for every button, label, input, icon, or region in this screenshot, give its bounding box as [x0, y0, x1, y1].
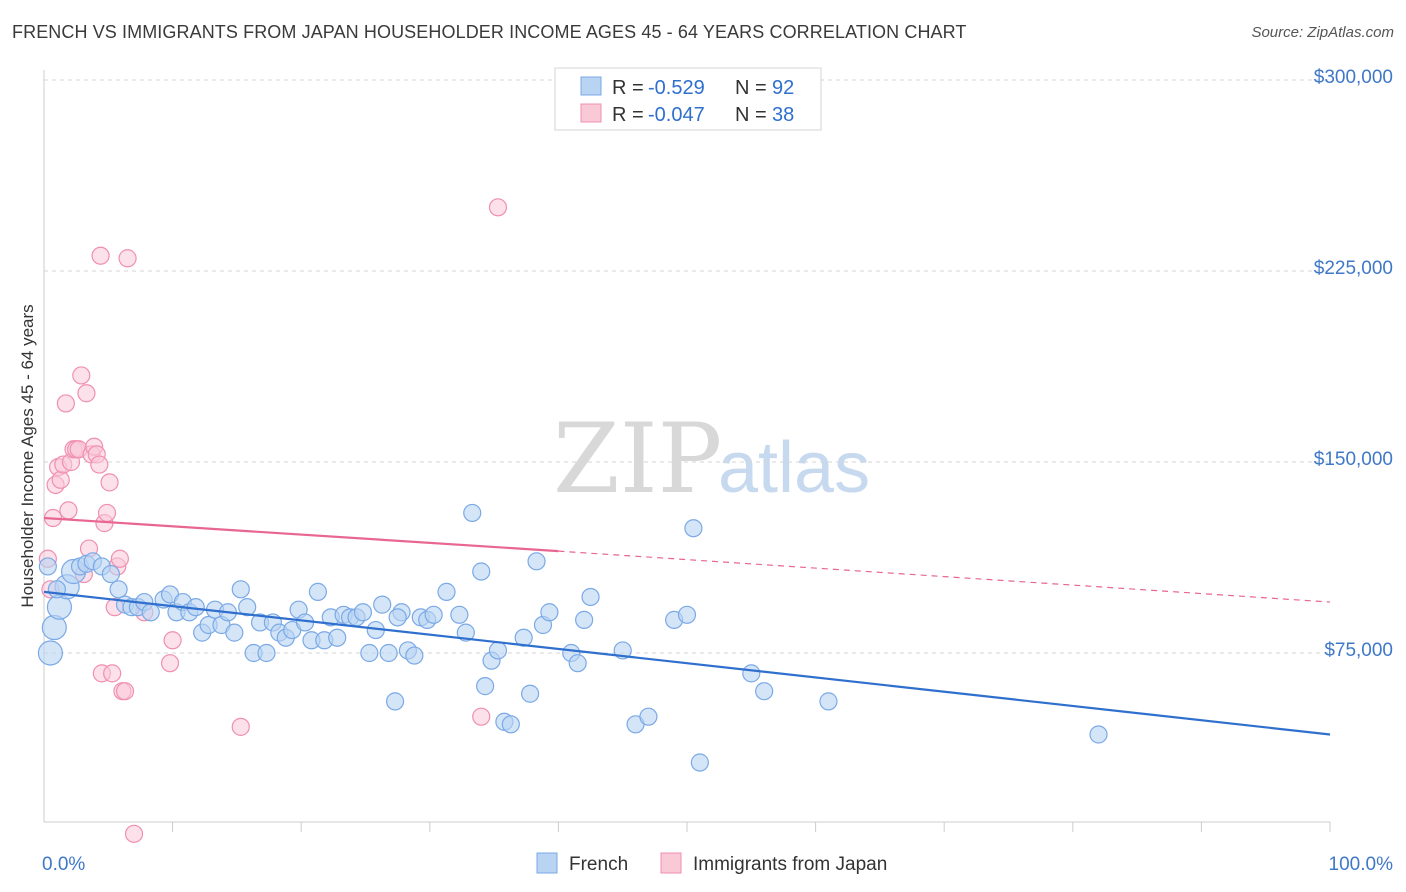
point-french: [437, 582, 456, 601]
point-french: [360, 643, 379, 663]
point-french: [388, 608, 407, 627]
series-legend: French Immigrants from Japan: [536, 852, 887, 875]
point-french: [385, 692, 405, 711]
point-french: [514, 628, 533, 647]
point-french: [353, 603, 373, 622]
gridlines: [44, 79, 1330, 654]
point-french: [639, 707, 658, 726]
point-japan: [118, 249, 137, 268]
point-french: [684, 519, 703, 538]
trend-line-japan-extension: [558, 550, 1331, 603]
trend-line-french: [43, 590, 1331, 736]
source-label: Source: ZipAtlas.com: [1251, 24, 1394, 41]
point-french: [141, 603, 160, 622]
point-french: [37, 640, 64, 666]
point-french: [379, 643, 398, 663]
point-japan: [160, 654, 180, 673]
point-japan: [56, 394, 75, 413]
correlation-legend: R = -0.529 N = 92 R = -0.047 N = 38: [554, 67, 822, 131]
point-french: [488, 641, 508, 660]
point-french: [405, 646, 424, 665]
point-french: [690, 753, 709, 772]
point-french: [1089, 725, 1108, 744]
watermark-atlas: atlas: [718, 428, 870, 508]
legend-r-label-french: R =: [612, 77, 644, 99]
y-tick-labels: $75,000 $150,000 $225,000 $300,000: [1314, 67, 1393, 661]
point-japan: [472, 707, 491, 726]
point-french: [755, 682, 774, 701]
point-french: [101, 564, 120, 584]
point-french: [257, 643, 276, 663]
series-japan-points: [38, 198, 508, 843]
point-japan: [59, 501, 78, 520]
point-french: [475, 677, 495, 696]
point-japan: [231, 717, 250, 736]
point-french: [38, 557, 57, 576]
point-french: [575, 610, 594, 629]
legend-n-value-japan: 38: [772, 104, 794, 126]
legend-r-value-french: -0.529: [648, 77, 705, 99]
legend-r-label-japan: R =: [612, 104, 644, 126]
point-french: [225, 623, 244, 642]
point-french: [456, 623, 475, 642]
legend-swatch-japan: [580, 103, 602, 123]
point-french: [238, 598, 257, 617]
point-japan: [488, 198, 508, 217]
point-japan: [124, 824, 144, 843]
point-japan: [100, 473, 119, 492]
x-tick-marks: [172, 822, 1331, 832]
bottom-legend-swatch-japan: [660, 852, 682, 874]
point-french: [308, 582, 328, 601]
x-tick-label-max: 100.0%: [1329, 854, 1394, 875]
point-japan: [51, 470, 70, 489]
series-french-points: [37, 503, 1108, 772]
point-french: [373, 595, 392, 614]
trend-lines: [43, 516, 1331, 736]
y-tick-label-225000: $225,000: [1314, 258, 1393, 279]
point-french: [463, 503, 482, 523]
bottom-legend-label-japan: Immigrants from Japan: [693, 854, 887, 875]
point-japan: [97, 503, 117, 523]
point-japan: [163, 631, 182, 650]
point-french: [109, 580, 128, 599]
legend-n-label-french: N =: [735, 77, 767, 99]
point-french: [819, 692, 838, 711]
point-japan: [90, 455, 109, 474]
point-french: [568, 654, 587, 673]
point-french: [47, 580, 66, 599]
y-tick-label-150000: $150,000: [1314, 449, 1393, 470]
point-japan: [103, 664, 122, 683]
bottom-legend-swatch-french: [536, 852, 558, 874]
point-french: [424, 605, 443, 624]
watermark-zip: ZIP: [553, 403, 722, 515]
point-french: [501, 715, 520, 734]
trend-line-japan: [43, 516, 559, 553]
point-french: [521, 684, 540, 703]
legend-r-value-japan: -0.047: [648, 104, 705, 126]
point-french: [677, 605, 697, 624]
legend-n-value-french: 92: [772, 77, 794, 99]
y-tick-label-300000: $300,000: [1314, 67, 1393, 88]
point-french: [581, 587, 600, 607]
point-french: [328, 628, 347, 647]
point-french: [540, 603, 559, 622]
legend-swatch-french: [580, 76, 602, 96]
legend-n-label-japan: N =: [735, 104, 767, 126]
point-french: [450, 605, 469, 624]
point-french: [231, 580, 250, 599]
bottom-legend-label-french: French: [569, 854, 628, 875]
point-french: [472, 562, 491, 581]
x-tick-label-min: 0.0%: [42, 854, 85, 875]
point-japan: [77, 384, 96, 403]
point-japan: [72, 366, 91, 385]
y-tick-label-75000: $75,000: [1324, 640, 1393, 661]
point-japan: [91, 246, 110, 265]
chart-title: FRENCH VS IMMIGRANTS FROM JAPAN HOUSEHOL…: [12, 22, 967, 42]
point-japan: [115, 682, 135, 701]
y-axis-label: Householder Income Ages 45 - 64 years: [18, 304, 37, 607]
point-french: [742, 664, 761, 683]
point-japan: [110, 549, 129, 568]
point-french: [527, 552, 546, 571]
